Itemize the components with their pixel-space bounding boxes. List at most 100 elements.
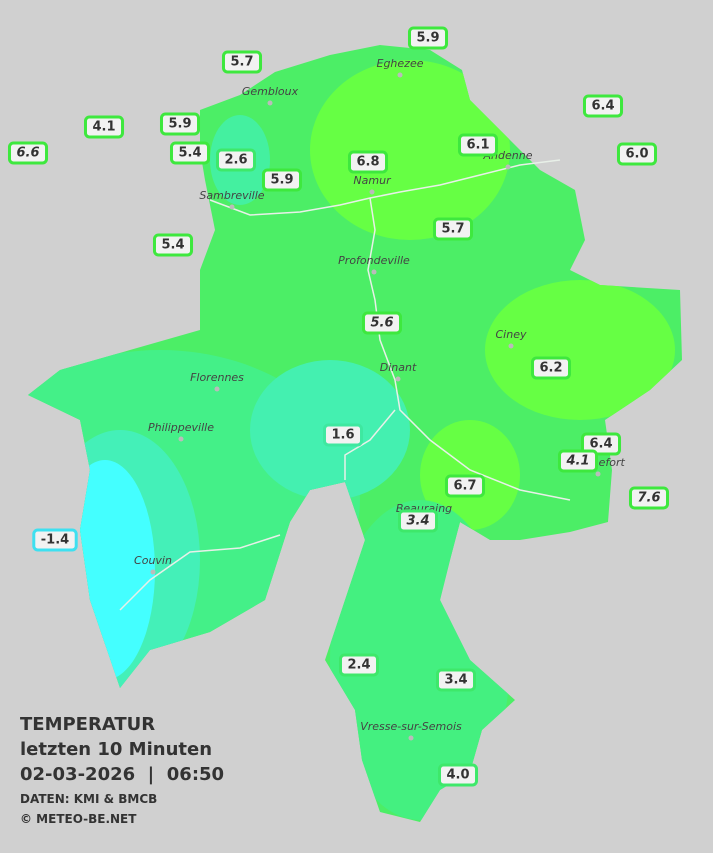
station-box [435, 668, 477, 692]
city-label: Gembloux [242, 85, 299, 98]
station-value: 2.4 [347, 658, 370, 673]
station-box [437, 763, 479, 787]
city-label: Vresse-sur-Semois [360, 720, 462, 733]
city-label: Eghezee [377, 57, 424, 70]
city-label: Namur [353, 174, 392, 187]
city-dot [267, 100, 273, 106]
station-value: 2.6 [224, 153, 247, 168]
station-box [152, 233, 194, 257]
station-box [7, 141, 49, 165]
station-value: -1.4 [41, 533, 69, 548]
city-label: Ciney [496, 328, 527, 341]
station-value: 5.9 [270, 173, 293, 188]
station: 3.4 [435, 668, 477, 692]
station-value: 5.7 [441, 222, 464, 237]
station: 6.0 [616, 142, 658, 166]
city-dot [369, 189, 375, 195]
city-dot [397, 72, 403, 78]
station: 7.6 [628, 486, 670, 510]
legend-title: TEMPERATUR [20, 714, 155, 735]
legend-period: letzten 10 Minuten [20, 739, 212, 760]
station-box [580, 432, 622, 456]
station-value: 6.7 [453, 479, 476, 494]
station-value: 6.0 [625, 147, 648, 162]
station-value: 5.7 [230, 55, 253, 70]
city-label: Dinant [380, 361, 417, 374]
station: 5.4 [152, 233, 194, 257]
station-value: 5.6 [370, 316, 393, 331]
city-dot [229, 204, 235, 210]
station: 6.2 [530, 356, 572, 380]
city-dot [508, 343, 514, 349]
station-value: 6.6 [16, 146, 39, 161]
station-box [338, 653, 380, 677]
city-dot [395, 376, 401, 382]
station: -1.4 [32, 528, 78, 552]
station: 5.9 [407, 26, 449, 50]
legend-copyright: © METEO-BE.NET [20, 812, 137, 826]
city-dot [178, 436, 184, 442]
station: 2.6 [215, 148, 257, 172]
station-value: 4.1 [565, 454, 589, 469]
station: 4.1 [557, 449, 599, 473]
city-dot [595, 471, 601, 477]
legend-datetime: 02-03-2026 | 06:50 [20, 764, 224, 785]
station-box [32, 528, 78, 552]
river [367, 197, 571, 501]
station-value: 4.0 [446, 768, 469, 783]
station: 6.1 [457, 133, 499, 157]
river [119, 534, 281, 611]
city-label: Florennes [190, 371, 244, 384]
station-box [322, 423, 364, 447]
station-box [397, 509, 439, 533]
station: 4.0 [437, 763, 479, 787]
station-box [215, 148, 257, 172]
city-dot [214, 386, 220, 392]
station-box [616, 142, 658, 166]
station-value: 7.6 [637, 491, 660, 506]
city-dot [371, 269, 377, 275]
station-value: 5.4 [161, 238, 184, 253]
station-box [457, 133, 499, 157]
station-value: 5.9 [168, 117, 191, 132]
station: 5.9 [159, 112, 201, 136]
station-value: 1.6 [331, 428, 354, 443]
legend-source: DATEN: KMI & BMCB [20, 792, 157, 806]
city-label: Philippeville [148, 421, 214, 434]
station: 3.4 [397, 509, 439, 533]
station: 6.4 [582, 94, 624, 118]
station-box [169, 141, 211, 165]
station-box [347, 150, 389, 174]
station-value: 6.1 [466, 138, 489, 153]
river [344, 409, 396, 480]
station-box [407, 26, 449, 50]
station: 2.4 [338, 653, 380, 677]
station-value: 4.1 [92, 120, 115, 135]
station-value: 6.4 [589, 437, 612, 452]
station-box [530, 356, 572, 380]
station-value: 3.4 [406, 514, 429, 529]
station-value: 5.9 [416, 31, 439, 46]
station-box [628, 486, 670, 510]
station: 6.4 [580, 432, 622, 456]
station-box [432, 217, 474, 241]
station: 6.8 [347, 150, 389, 174]
station: 5.4 [169, 141, 211, 165]
city-label: Sambreville [199, 189, 264, 202]
station-value: 3.4 [444, 673, 467, 688]
station-box [159, 112, 201, 136]
station-value: 6.2 [539, 361, 562, 376]
station-box [221, 50, 263, 74]
city-dot [408, 735, 414, 741]
station-box [557, 449, 599, 473]
station: 5.6 [361, 311, 403, 335]
station-box [444, 474, 486, 498]
station: 5.9 [261, 168, 303, 192]
city-dot [505, 164, 511, 170]
station: 5.7 [432, 217, 474, 241]
station: 4.1 [83, 115, 125, 139]
station-box [582, 94, 624, 118]
city-label: Profondeville [338, 254, 410, 267]
station-box [261, 168, 303, 192]
